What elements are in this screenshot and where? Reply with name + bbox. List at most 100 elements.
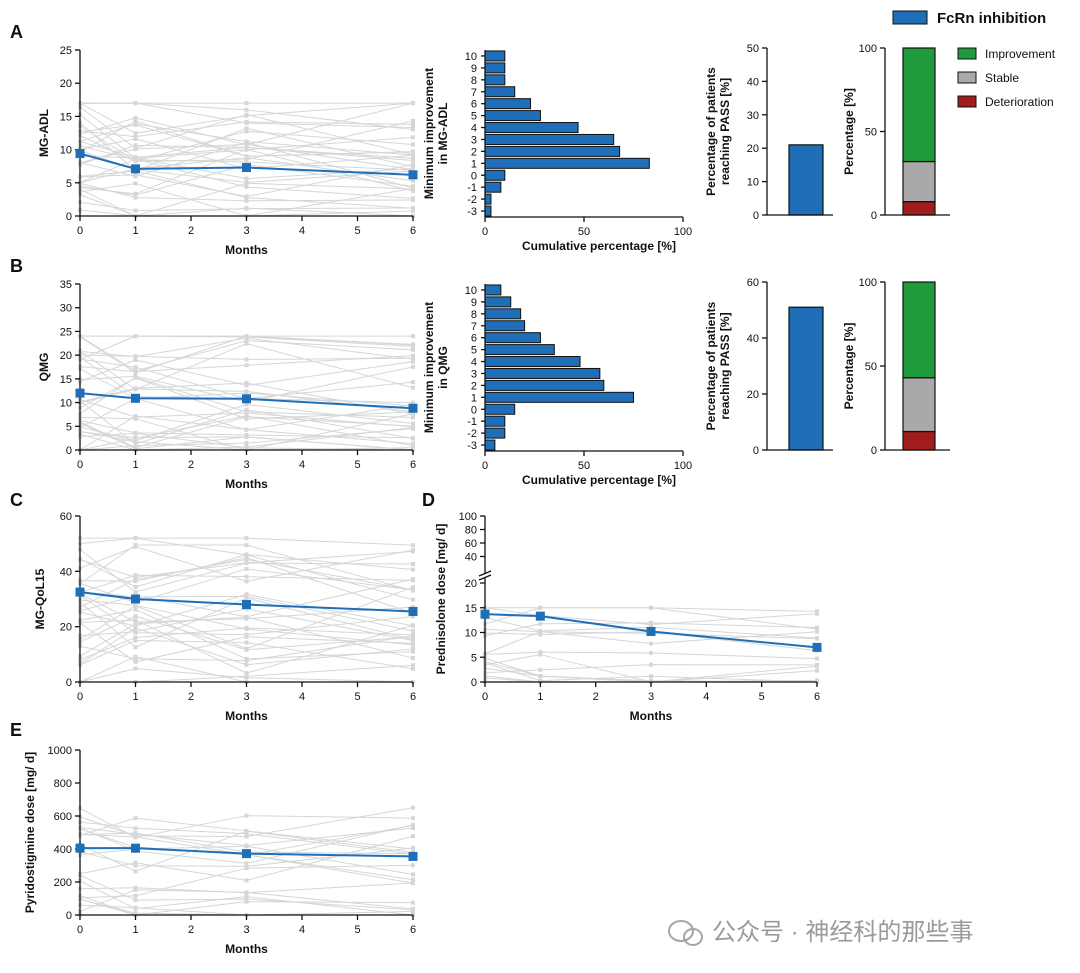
E-line-individual-point (244, 834, 249, 839)
B-hbar-x-axis-label: Cumulative percentage [%] (522, 473, 676, 487)
legend-swatch-stable (957, 71, 977, 84)
C-line-individual-point (133, 619, 138, 624)
A-hbar-bar (484, 50, 506, 62)
C-line-x-axis-label: Months (225, 709, 268, 723)
E-line-individual-point (133, 911, 138, 916)
B-line-individual-point (244, 410, 249, 415)
A-line-x-tick-label: 6 (410, 225, 416, 237)
D-line-individual-point (815, 629, 819, 634)
B-line-individual-line (79, 355, 414, 373)
B-line-individual-point (244, 391, 249, 396)
B-line-individual-point (244, 357, 249, 362)
A-line-individual-point (133, 131, 138, 136)
A-pass-bar (788, 144, 824, 216)
A-stack-y-tick-label: 0 (871, 210, 877, 222)
A-line-individual-line (79, 102, 414, 146)
A-pass-y-tick-label: 0 (753, 210, 759, 222)
E-line-individual-line (79, 832, 414, 855)
A-line-individual-point (133, 134, 138, 139)
A-line-individual-point (411, 153, 415, 158)
D-line-individual-line (484, 628, 818, 640)
B-line-individual-point (411, 359, 415, 364)
E-line-individual-point (244, 813, 249, 818)
C-line-individual-point (133, 630, 138, 635)
chat-bubble-icon (683, 928, 703, 946)
A-line-individual-point (244, 145, 249, 150)
A-line-individual-line (79, 138, 414, 170)
B-hbar-bar (484, 296, 512, 308)
C-line-individual-line (79, 593, 414, 623)
B-line-individual-point (133, 358, 138, 363)
E-line-individual-point (244, 890, 249, 895)
B-line-individual-point (411, 400, 415, 405)
B-line-individual-point (411, 334, 415, 339)
B-stack-segment-improvement (902, 281, 936, 379)
A-hbar-y-axis-label-line: Minimum improvement (422, 68, 436, 199)
C-line-individual-point (244, 632, 249, 637)
A-hbar-category-label: 2 (471, 146, 477, 158)
C-line-individual-point (244, 674, 249, 679)
C-line-individual-point (244, 552, 249, 557)
C-line-x-tick-label: 0 (77, 691, 83, 703)
D-line-y-tick-label: 20 (465, 578, 477, 590)
B-line-individual-point (411, 380, 415, 385)
B-line-individual-point (411, 436, 415, 441)
E-line-individual-point (411, 872, 415, 877)
E-line-individual-point (133, 885, 138, 890)
E-line-individual-point (411, 877, 415, 882)
A-line-individual-line (79, 201, 414, 212)
C-line-individual-point (244, 536, 249, 541)
legend-label-improvement: Improvement (985, 47, 1056, 61)
E-line-individual-traces (78, 805, 415, 917)
A-line-individual-point (411, 162, 415, 167)
C-line-individual-point (244, 627, 249, 632)
A-line-individual-point (133, 143, 138, 148)
E-line-individual-line (79, 847, 414, 867)
D-line-individual-point (815, 664, 819, 669)
D-line-individual-point (538, 674, 543, 679)
C-line-individual-point (244, 561, 249, 566)
D-line-individual-point (538, 621, 543, 626)
A-line-individual-point (244, 101, 249, 106)
C-line-x-tick-label: 5 (354, 691, 360, 703)
A-pass-y-tick-label: 50 (747, 43, 759, 55)
C-line-individual-line (79, 591, 414, 632)
B-line-individual-point (244, 445, 249, 450)
E-line-individual-line (79, 845, 414, 875)
C-line-individual-point (133, 635, 138, 640)
A-hbar-bar (484, 181, 502, 193)
B-line-individual-point (133, 334, 138, 339)
D-line-individual-point (649, 662, 653, 667)
E-line-individual-point (411, 900, 415, 905)
B-line-individual-line (79, 398, 414, 428)
A-line-individual-line (79, 102, 414, 134)
C-line-individual-line (79, 609, 414, 660)
A-line-individual-point (411, 125, 415, 130)
A-line-individual-line (80, 102, 414, 131)
B-hbar-y-axis-label-group: Minimum improvementin QMG (422, 302, 450, 433)
C-line-x-tick-label: 3 (243, 691, 249, 703)
B-hbar-y-axis-label-line: in QMG (436, 346, 450, 389)
A-line-individual-line (79, 141, 414, 189)
A-line-x-tick-label: 3 (243, 225, 249, 237)
B-hbar-category-label: 3 (471, 368, 477, 380)
A-hbar-bar (484, 193, 492, 205)
A-hbar-category-label: 7 (471, 87, 477, 99)
B-pass-y-tick-label: 20 (747, 389, 759, 401)
B-line-mean-line (79, 392, 414, 410)
E-line-individual-point (411, 822, 415, 827)
B-line-individual-line (79, 335, 414, 372)
A-hbar-category-label: 4 (471, 123, 477, 135)
E-line-individual-point (411, 906, 415, 911)
A-line-individual-point (411, 122, 415, 127)
D-line-individual-point (649, 620, 653, 625)
A-hbar-category-label: -2 (467, 194, 477, 206)
B-line-individual-point (133, 365, 138, 370)
E-line-individual-line (79, 889, 414, 912)
E-line-individual-line (79, 833, 414, 884)
A-line-individual-point (133, 115, 138, 120)
D-line-individual-point (815, 609, 819, 614)
